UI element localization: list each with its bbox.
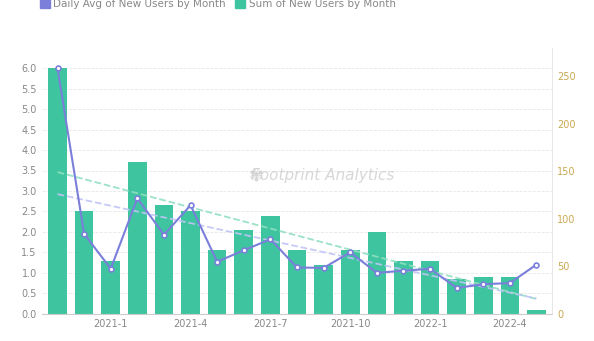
Bar bbox=[341, 250, 359, 314]
Bar bbox=[394, 261, 413, 314]
Bar bbox=[421, 261, 440, 314]
Bar bbox=[527, 310, 546, 314]
Bar bbox=[501, 277, 519, 314]
Bar bbox=[128, 162, 147, 314]
Bar bbox=[102, 261, 120, 314]
Text: Footprint Analytics: Footprint Analytics bbox=[251, 168, 394, 183]
Text: ✾: ✾ bbox=[248, 166, 264, 184]
Bar bbox=[181, 211, 200, 314]
Bar bbox=[314, 265, 333, 314]
Bar bbox=[48, 68, 67, 314]
Bar bbox=[261, 216, 280, 314]
Bar bbox=[154, 205, 173, 314]
Bar bbox=[474, 277, 492, 314]
Bar bbox=[447, 279, 466, 314]
Bar bbox=[368, 232, 386, 314]
Bar bbox=[75, 211, 93, 314]
Legend: Daily Avg of New Users by Month, Sum of New Users by Month: Daily Avg of New Users by Month, Sum of … bbox=[37, 0, 400, 13]
Bar bbox=[235, 230, 253, 314]
Bar bbox=[287, 250, 307, 314]
Bar bbox=[208, 250, 226, 314]
